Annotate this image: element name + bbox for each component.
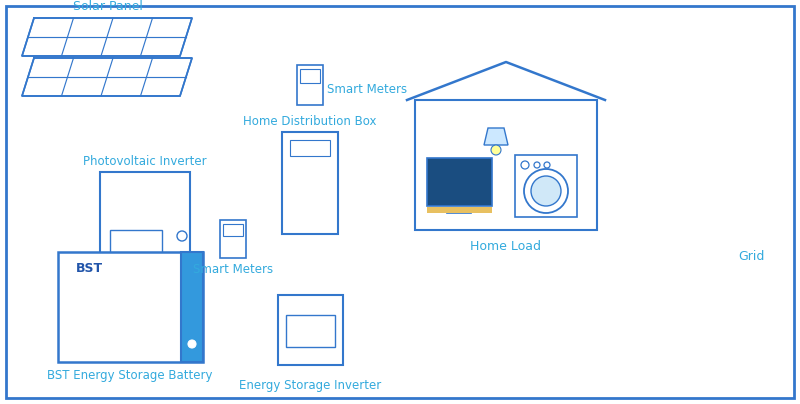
Bar: [286, 315, 335, 347]
Bar: [415, 100, 597, 230]
Text: Home Load: Home Load: [470, 240, 542, 253]
Bar: [100, 172, 190, 270]
Text: Home Distribution Box: Home Distribution Box: [243, 115, 377, 128]
Text: Smart Meters: Smart Meters: [193, 263, 273, 276]
Bar: [58, 252, 203, 362]
Bar: [297, 65, 323, 105]
Circle shape: [534, 162, 540, 168]
Bar: [220, 220, 246, 258]
Polygon shape: [484, 128, 508, 145]
Circle shape: [177, 231, 187, 241]
Circle shape: [544, 162, 550, 168]
Text: Energy Storage Inverter: Energy Storage Inverter: [239, 379, 381, 392]
Text: BST Energy Storage Battery: BST Energy Storage Battery: [47, 369, 213, 382]
Text: Grid: Grid: [738, 250, 764, 263]
Circle shape: [188, 340, 196, 348]
Bar: [515, 155, 577, 217]
Bar: [290, 140, 330, 156]
Text: Solar Panel: Solar Panel: [73, 0, 143, 13]
Polygon shape: [22, 18, 192, 56]
Polygon shape: [22, 58, 192, 96]
Bar: [110, 230, 162, 256]
Bar: [427, 207, 492, 213]
Bar: [427, 158, 492, 206]
Circle shape: [491, 145, 501, 155]
Text: Smart Meters: Smart Meters: [327, 83, 407, 96]
Bar: [282, 132, 338, 234]
Bar: [278, 295, 343, 365]
Bar: [223, 224, 243, 236]
Text: Photovoltaic Inverter: Photovoltaic Inverter: [83, 155, 207, 168]
Text: BST: BST: [76, 262, 103, 275]
Circle shape: [531, 176, 561, 206]
Circle shape: [521, 161, 529, 169]
Circle shape: [524, 169, 568, 213]
Bar: [181, 252, 203, 362]
Bar: [300, 69, 320, 83]
